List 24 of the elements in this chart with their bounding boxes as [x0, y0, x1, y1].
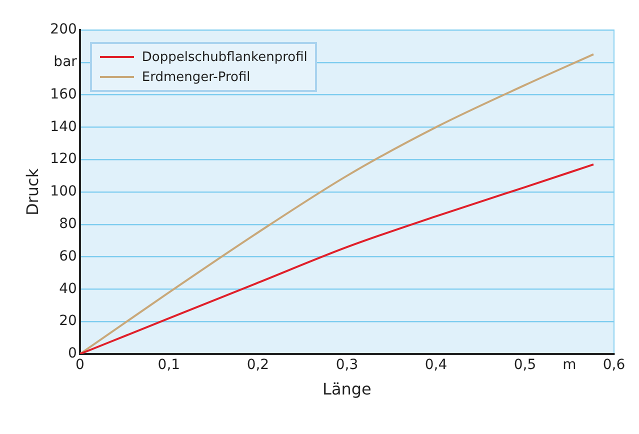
- y-tick-label: 80: [59, 216, 77, 232]
- y-tick-label: 60: [59, 248, 77, 264]
- x-tick-label: 0,1: [158, 357, 180, 374]
- y-tick-label: 200: [50, 22, 77, 38]
- x-tick-label: 0,2: [246, 357, 270, 374]
- x-tick-label: 0,3: [336, 357, 358, 374]
- y-tick-label: 140: [50, 118, 77, 135]
- x-tick-label: 0,6: [602, 357, 626, 374]
- y-tick-label: 160: [50, 86, 77, 102]
- y-tick-label: 40: [59, 280, 77, 297]
- y-tick-label: 120: [50, 151, 77, 168]
- y-tick-label: 100: [50, 184, 77, 200]
- legend-label: Erdmenger-Profil: [142, 70, 250, 84]
- y-axis-title: Druck: [22, 168, 42, 216]
- legend-label: Doppelschubflankenprofil: [142, 50, 308, 64]
- x-tick-label: m: [562, 357, 576, 374]
- x-axis-title: Länge: [322, 380, 372, 399]
- y-tick-label: 0: [68, 346, 77, 362]
- y-tick-label: 20: [59, 313, 77, 330]
- y-tick-label: bar: [54, 54, 78, 70]
- line-series: [80, 163, 595, 354]
- x-tick-label: 0,4: [424, 357, 448, 374]
- line-series: [80, 53, 595, 354]
- x-tick-label: 0,5: [514, 357, 536, 374]
